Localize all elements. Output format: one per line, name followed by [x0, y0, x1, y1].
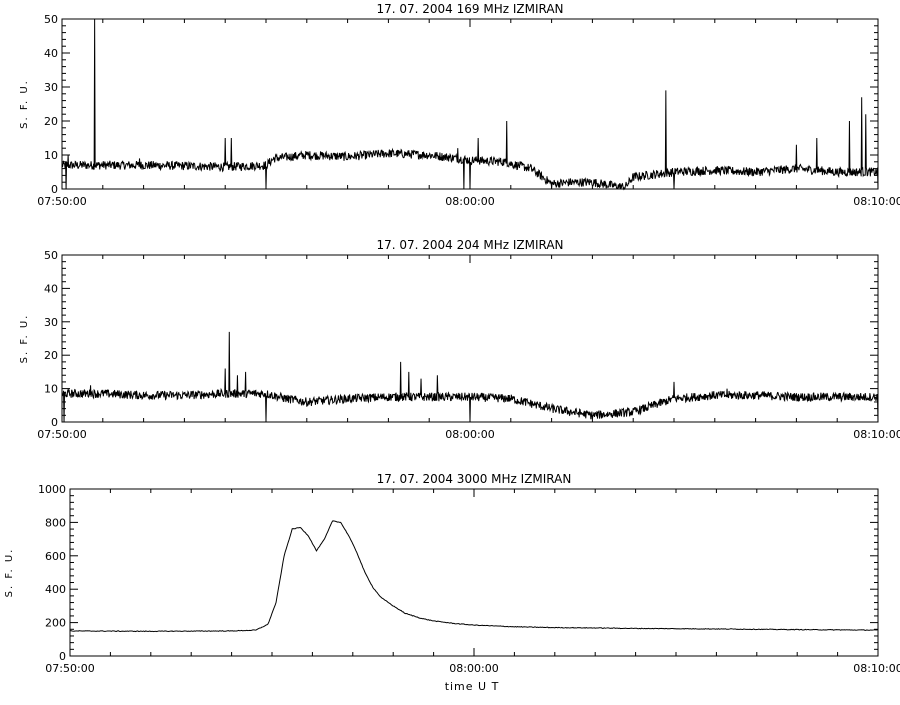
y-tick-label: 30 [44, 316, 58, 329]
y-tick-label: 40 [44, 282, 58, 295]
y-tick-label: 10 [44, 383, 58, 396]
y-tick-label: 50 [44, 13, 58, 26]
y-tick-label: 0 [51, 416, 58, 429]
chart-panel-3: 17. 07. 2004 3000 MHz IZMIRAN 0 200 400 600 8… [4, 472, 900, 675]
chart-title: 17. 07. 2004 204 MHz IZMIRAN [376, 238, 563, 252]
x-tick-label: 08:00:00 [445, 428, 494, 441]
x-tick-label: 08:10:00 [853, 428, 900, 441]
x-tick-label: 07:50:00 [37, 195, 86, 208]
x-tick-label: 07:50:00 [45, 662, 94, 675]
y-axis-label: S. F. U. [4, 548, 15, 598]
y-tick-label: 400 [45, 583, 66, 596]
chart-panel-1: 17. 07. 2004 169 MHz IZMIRAN 0 10 20 30 40 50 0… [19, 2, 900, 208]
y-tick-label: 1000 [38, 483, 66, 496]
y-axis-label: S. F. U. [19, 79, 30, 129]
x-axis-label: time U T [445, 680, 500, 693]
y-tick-label: 30 [44, 81, 58, 94]
y-tick-label: 20 [44, 115, 58, 128]
y-axis-label: S. F. U. [19, 314, 30, 364]
chart-title: 17. 07. 2004 3000 MHz IZMIRAN [377, 472, 572, 486]
y-tick-label: 0 [51, 183, 58, 196]
series-line-1 [61, 18, 879, 191]
x-tick-label: 07:50:00 [37, 428, 86, 441]
x-tick-label: 08:10:00 [853, 195, 900, 208]
x-tick-label: 08:00:00 [449, 662, 498, 675]
x-tick-label: 08:00:00 [445, 195, 494, 208]
y-tick-label: 20 [44, 349, 58, 362]
series-line-1 [61, 331, 879, 423]
y-tick-label: 600 [45, 550, 66, 563]
y-tick-label: 800 [45, 516, 66, 529]
y-tick-label: 50 [44, 249, 58, 262]
y-tick-label: 40 [44, 47, 58, 60]
x-tick-label: 08:10:00 [853, 662, 900, 675]
y-tick-label: 200 [45, 617, 66, 630]
y-tick-label: 0 [59, 650, 66, 663]
series-line-1 [69, 520, 879, 633]
chart-title: 17. 07. 2004 169 MHz IZMIRAN [376, 2, 563, 16]
y-tick-label: 10 [44, 149, 58, 162]
chart-panel-2: 17. 07. 2004 204 MHz IZMIRAN 0 10 20 30 40 50 0… [19, 238, 900, 441]
